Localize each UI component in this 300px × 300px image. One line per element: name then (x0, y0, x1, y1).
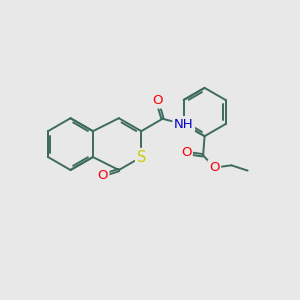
Text: O: O (181, 146, 191, 159)
Text: O: O (98, 169, 108, 182)
Text: NH: NH (174, 118, 194, 130)
Text: O: O (209, 161, 220, 174)
Text: O: O (152, 94, 162, 107)
Text: S: S (136, 150, 146, 165)
